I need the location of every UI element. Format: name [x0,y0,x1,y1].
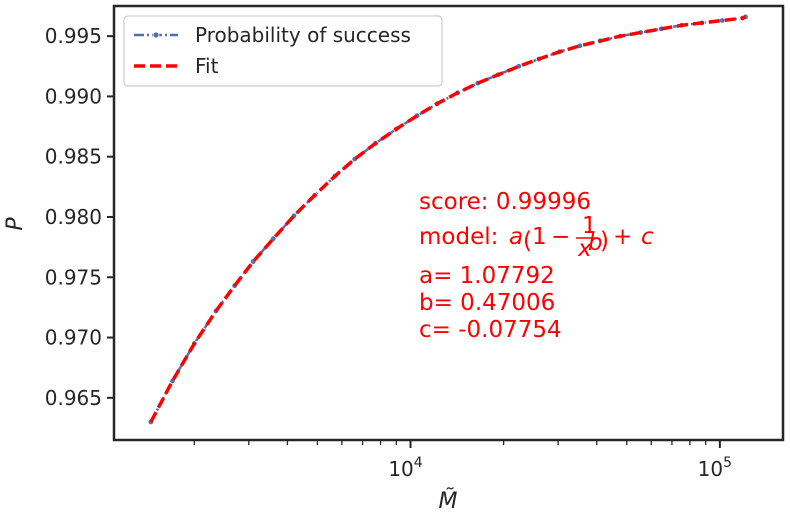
formula-denominator-b: b [588,230,603,256]
y-tick-label: 0.970 [45,326,102,350]
series-point-probability [719,17,726,24]
x-axis-title: M̃ [439,488,458,514]
formula-left-paren: ( [523,228,532,254]
x-tick-label: 105 [698,455,732,481]
formula-one: 1 [532,224,547,250]
y-tick-label: 0.975 [45,265,102,289]
series-line-fit [149,15,747,423]
plot-frame [112,4,785,442]
formula-a: a [509,224,523,250]
series-point-probability [270,235,277,242]
formula-minus: − [551,224,570,250]
formula-c: c [641,224,654,250]
annotation-a: a= 1.07792 [419,263,555,289]
annotation-b: b= 0.47006 [419,290,555,316]
formula-denominator-x: x [577,236,592,262]
legend-marker-probability [152,31,160,39]
annotation-score: score: 0.99996 [419,189,591,215]
axes-group: 0.965 0.970 0.975 0.980 0.985 0.990 0.995 104 10… [45,4,785,481]
y-axis-title: P [3,217,28,231]
legend-label-probability: Probability of success [195,23,411,47]
series-group [147,13,749,426]
model-formula: a ( 1 − 1 x b ) + c [509,213,654,262]
y-tick-label: 0.995 [45,24,102,48]
formula-numerator: 1 [582,213,597,239]
annotation-model: model: [419,224,498,250]
annotation-c: c= -0.07754 [419,317,562,343]
y-tick-label: 0.985 [45,145,102,169]
x-tick-label: 104 [388,455,422,481]
annotation-group: score: 0.99996 model: a ( 1 − 1 x b ) + … [419,189,654,343]
formula-right-paren: ) [600,228,609,254]
legend: Probability of success Fit [123,15,443,87]
y-tick-label: 0.965 [45,386,102,410]
legend-label-fit: Fit [195,54,219,78]
y-tick-label: 0.990 [45,84,102,108]
formula-plus: + [613,224,632,250]
axis-titles: M̃ P [3,217,458,514]
annotation-model-prefix: model: [419,224,498,250]
y-tick-label: 0.980 [45,205,102,229]
legend-box [123,15,443,87]
